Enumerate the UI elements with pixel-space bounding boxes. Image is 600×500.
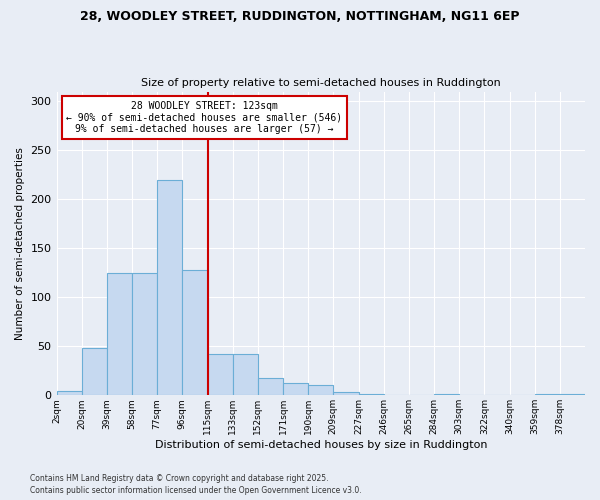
Bar	[434, 394, 459, 396]
Bar	[82, 348, 107, 396]
Bar	[182, 270, 208, 396]
Y-axis label: Number of semi-detached properties: Number of semi-detached properties	[15, 147, 25, 340]
X-axis label: Distribution of semi-detached houses by size in Ruddington: Distribution of semi-detached houses by …	[155, 440, 487, 450]
Bar	[535, 394, 560, 396]
Bar	[208, 354, 233, 396]
Bar	[132, 273, 157, 396]
Bar	[258, 378, 283, 396]
Bar	[283, 382, 308, 396]
Bar	[334, 392, 359, 396]
Bar	[157, 180, 182, 396]
Bar	[56, 392, 82, 396]
Text: 28, WOODLEY STREET, RUDDINGTON, NOTTINGHAM, NG11 6EP: 28, WOODLEY STREET, RUDDINGTON, NOTTINGH…	[80, 10, 520, 23]
Bar	[233, 354, 258, 396]
Bar	[107, 273, 132, 396]
Bar	[359, 394, 383, 396]
Bar	[308, 386, 334, 396]
Title: Size of property relative to semi-detached houses in Ruddington: Size of property relative to semi-detach…	[141, 78, 500, 88]
Text: 28 WOODLEY STREET: 123sqm
← 90% of semi-detached houses are smaller (546)
9% of : 28 WOODLEY STREET: 123sqm ← 90% of semi-…	[67, 100, 343, 134]
Text: Contains HM Land Registry data © Crown copyright and database right 2025.
Contai: Contains HM Land Registry data © Crown c…	[30, 474, 362, 495]
Bar	[560, 394, 585, 396]
